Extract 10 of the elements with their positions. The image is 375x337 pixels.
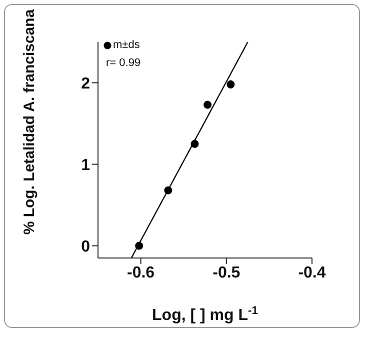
annotation: r= 0.99 xyxy=(106,57,141,69)
y-tick-label: 2 xyxy=(81,75,90,92)
y-tick-label: 0 xyxy=(81,238,90,256)
y-axis-title: % Log. Letalidad A. franciscana xyxy=(20,8,38,235)
legend-label: m±ds xyxy=(113,39,140,51)
y-tick-label: 1 xyxy=(81,156,90,174)
x-tick-label: -0.4 xyxy=(298,264,326,282)
x-axis-title: Log, [ ] mg L$^{-1}$ xyxy=(152,305,258,324)
x-tick-label: -0.6 xyxy=(127,264,155,282)
x-tick-label: -0.5 xyxy=(212,264,240,282)
